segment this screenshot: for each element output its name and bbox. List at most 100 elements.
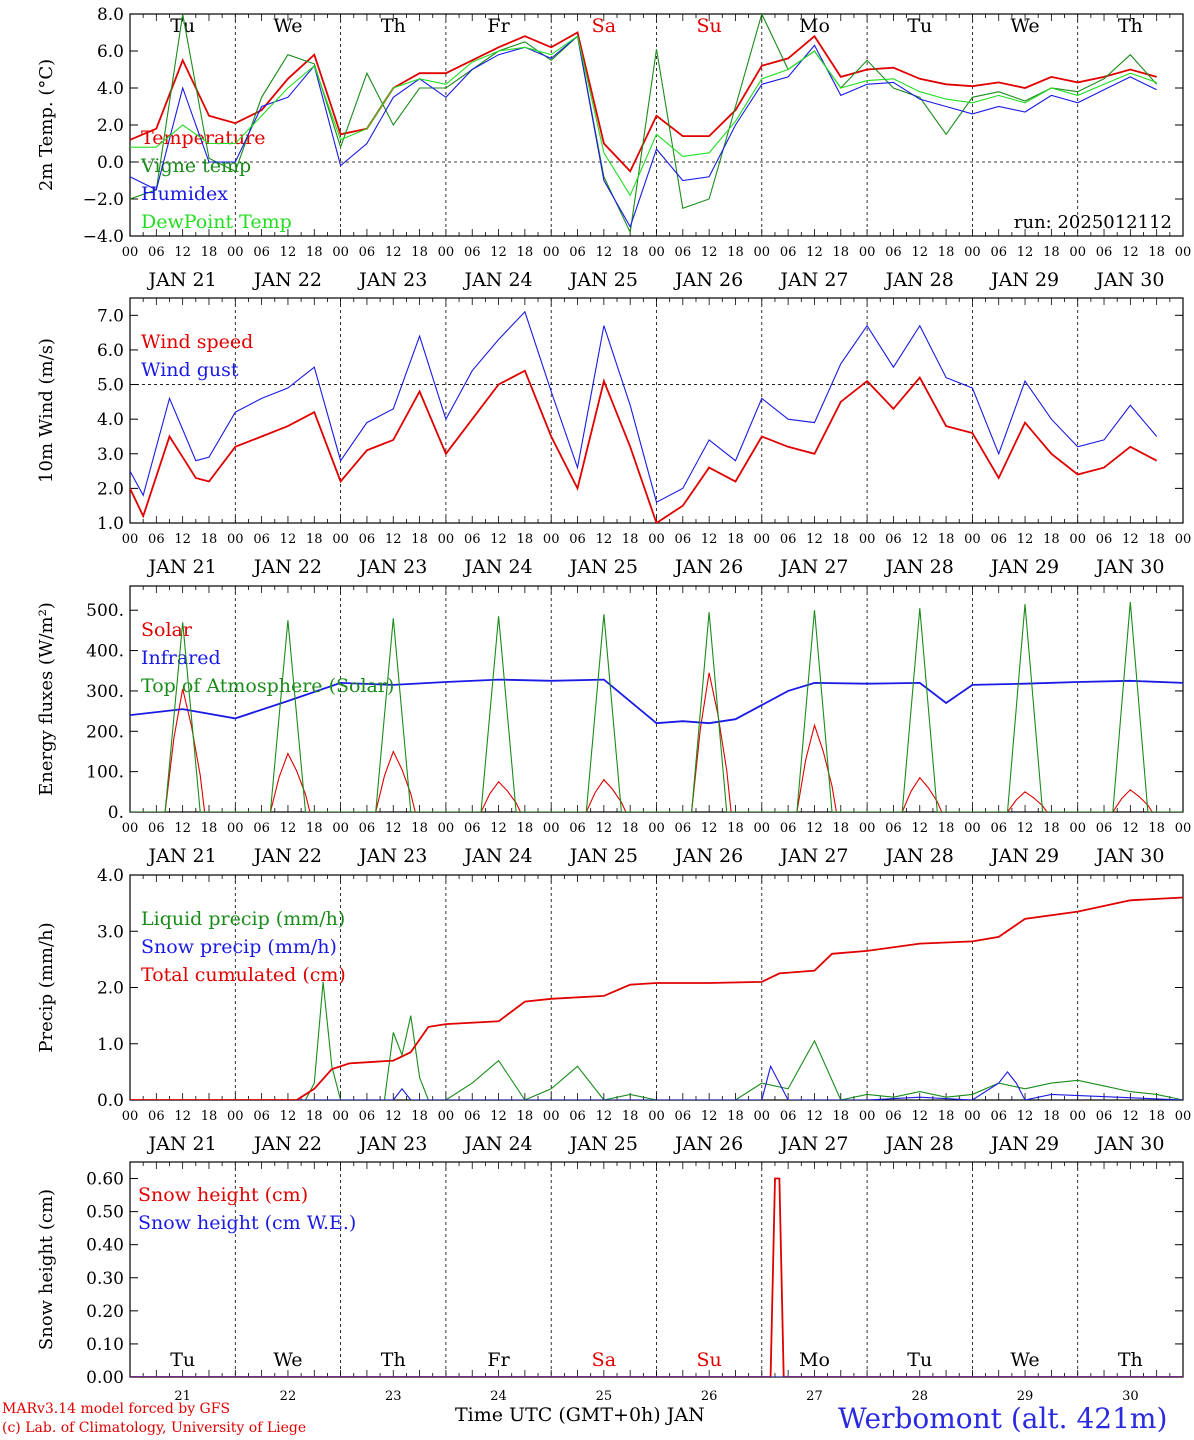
y-tick-label: 2.0 <box>97 979 124 999</box>
day-number-label: 28 <box>911 1389 928 1400</box>
day-number-label: 29 <box>1017 1389 1034 1400</box>
hour-label: 00 <box>754 532 771 547</box>
plot-frame <box>129 297 1184 524</box>
hour-label: 18 <box>1148 1109 1165 1124</box>
hour-label: 00 <box>438 532 455 547</box>
legend-label: DewPoint Temp <box>141 211 292 233</box>
day-label: JAN 23 <box>357 1133 427 1155</box>
hour-label: 00 <box>122 821 139 836</box>
series-line-dewpoint-temp <box>130 35 1157 197</box>
hour-label: 00 <box>964 245 981 260</box>
hour-label: 00 <box>859 245 876 260</box>
hour-label: 06 <box>675 245 692 260</box>
hour-label: 18 <box>938 532 955 547</box>
weekday-label: Tu <box>170 1349 195 1371</box>
day-number-label: 21 <box>174 1389 191 1400</box>
y-tick-label: 6.0 <box>97 42 124 62</box>
day-number-label: 27 <box>806 1389 823 1400</box>
day-label: JAN 21 <box>147 269 217 291</box>
day-label: JAN 28 <box>884 1133 954 1155</box>
y-tick-label: 4.0 <box>97 866 124 886</box>
hour-label: 06 <box>253 245 270 260</box>
hour-label: 00 <box>227 245 244 260</box>
day-label: JAN 27 <box>778 845 848 867</box>
hour-label: 06 <box>990 532 1007 547</box>
hour-label: 00 <box>332 532 349 547</box>
day-label: JAN 21 <box>147 1133 217 1155</box>
hour-label: 12 <box>911 245 928 260</box>
y-tick-label: 2.0 <box>97 479 124 499</box>
legend-label: Humidex <box>141 183 228 205</box>
hour-label: 06 <box>569 821 586 836</box>
series-line-vigne-temp <box>130 14 1158 235</box>
series-line-wind-speed <box>130 369 1158 523</box>
hour-label: 12 <box>806 821 823 836</box>
weekday-label: Tu <box>170 15 195 37</box>
hour-label: 06 <box>148 532 165 547</box>
hour-label: 18 <box>727 821 744 836</box>
hour-label: 06 <box>464 1109 481 1124</box>
hour-label: 18 <box>517 532 534 547</box>
hour-label: 00 <box>122 245 139 260</box>
y-tick-label: 500. <box>86 601 124 621</box>
day-label: JAN 26 <box>673 269 743 291</box>
hour-label: 18 <box>411 821 428 836</box>
y-tick-label: 0. <box>108 803 124 823</box>
day-label: JAN 25 <box>568 269 638 291</box>
hour-label: 18 <box>727 1109 744 1124</box>
hour-label: 06 <box>464 821 481 836</box>
hour-label: 00 <box>754 245 771 260</box>
hour-label: 06 <box>675 1109 692 1124</box>
weekday-label: We <box>1010 15 1039 37</box>
weekday-label: Su <box>697 1349 722 1371</box>
weekday-label: Tu <box>907 15 932 37</box>
hour-label: 06 <box>885 245 902 260</box>
hour-label: 12 <box>596 245 613 260</box>
hour-label: 06 <box>780 1109 797 1124</box>
y-tick-label: 0.50 <box>86 1203 124 1223</box>
day-label: JAN 23 <box>357 556 427 578</box>
y-tick-label: 0.10 <box>86 1335 124 1355</box>
hour-label: 12 <box>385 821 402 836</box>
hour-label: 00 <box>964 532 981 547</box>
day-label: JAN 25 <box>568 1133 638 1155</box>
hour-label: 18 <box>1148 532 1165 547</box>
day-label: JAN 26 <box>673 845 743 867</box>
y-axis-label: 10m Wind (m/s) <box>36 338 57 483</box>
hour-label: 18 <box>517 821 534 836</box>
hour-label: 00 <box>438 245 455 260</box>
series-line-temperature <box>130 31 1157 173</box>
hour-label: 00 <box>332 245 349 260</box>
hour-label: 00 <box>543 821 560 836</box>
hour-label: 06 <box>359 532 376 547</box>
y-axis-label: Snow height (cm) <box>36 1189 57 1350</box>
day-label: JAN 22 <box>252 556 322 578</box>
weekday-label: Th <box>381 1349 406 1371</box>
day-number-label: 24 <box>490 1389 507 1400</box>
hour-label: 12 <box>596 821 613 836</box>
hour-label: 06 <box>675 532 692 547</box>
y-tick-label: 6.0 <box>97 341 124 361</box>
legend-label: Total cumulated (cm) <box>141 964 346 986</box>
legend-label: Wind gust <box>141 359 239 381</box>
hour-label: 12 <box>280 245 297 260</box>
y-tick-label: 8.0 <box>97 5 124 25</box>
hour-label: 18 <box>622 532 639 547</box>
hour-label: 06 <box>253 821 270 836</box>
hour-label: 12 <box>174 1109 191 1124</box>
hour-label: 06 <box>990 1109 1007 1124</box>
hour-label: 18 <box>938 1109 955 1124</box>
hour-label: 06 <box>1096 532 1113 547</box>
legend-label: Wind speed <box>141 331 253 353</box>
hour-label: 12 <box>1017 245 1034 260</box>
hour-label: 12 <box>701 245 718 260</box>
hour-label: 18 <box>517 1109 534 1124</box>
hour-label: 06 <box>885 532 902 547</box>
hour-label: 06 <box>780 532 797 547</box>
hour-label: 18 <box>622 245 639 260</box>
hour-label: 18 <box>517 245 534 260</box>
day-label: JAN 29 <box>989 556 1059 578</box>
hour-label: 00 <box>859 821 876 836</box>
day-label: JAN 27 <box>778 556 848 578</box>
hour-label: 12 <box>1122 532 1139 547</box>
